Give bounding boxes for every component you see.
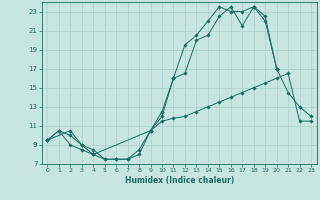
X-axis label: Humidex (Indice chaleur): Humidex (Indice chaleur) <box>124 176 234 185</box>
